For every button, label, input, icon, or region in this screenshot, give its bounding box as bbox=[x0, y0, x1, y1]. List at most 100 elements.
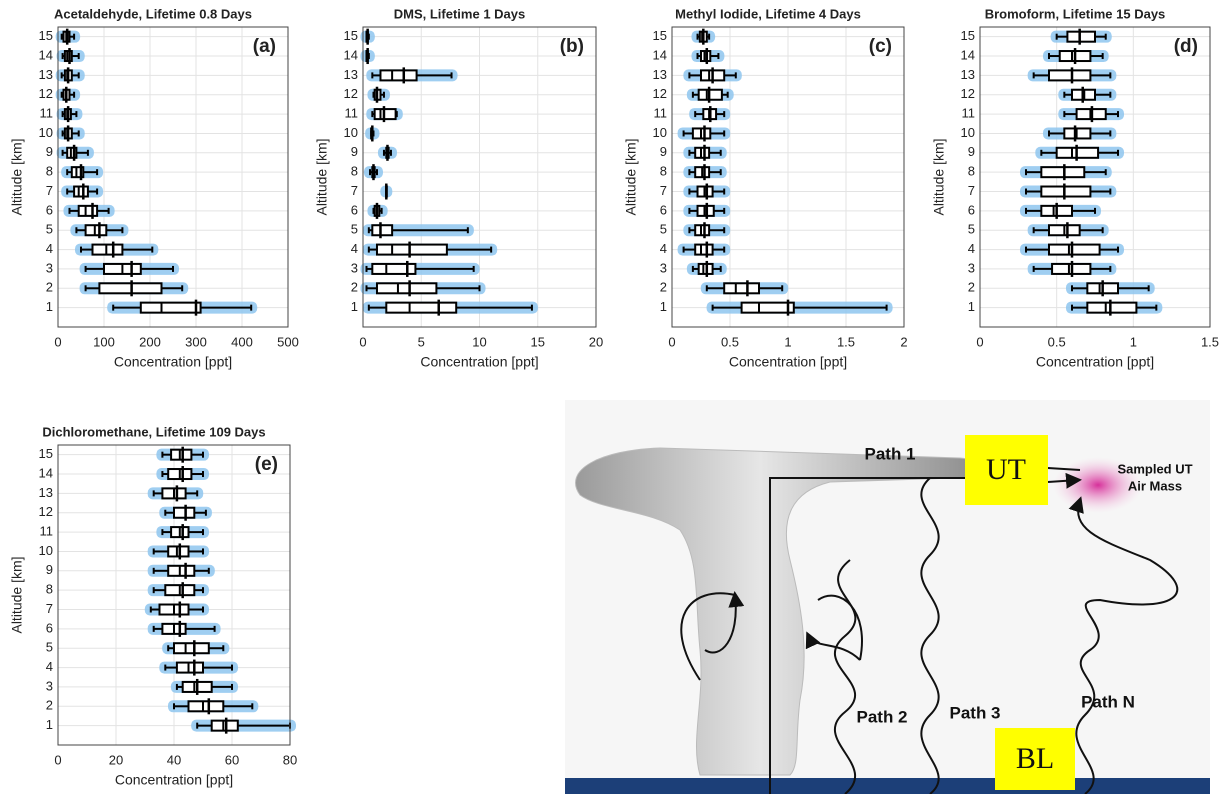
x-tick-label: 80 bbox=[283, 752, 297, 767]
x-tick-label: 5 bbox=[418, 334, 425, 349]
y-tick-label: 6 bbox=[660, 202, 667, 217]
x-tick-label: 300 bbox=[185, 334, 207, 349]
y-tick-label: 2 bbox=[46, 698, 53, 713]
y-tick-label: 9 bbox=[351, 144, 358, 159]
box bbox=[174, 643, 209, 653]
y-tick-label: 1 bbox=[968, 299, 975, 314]
y-tick-label: 10 bbox=[39, 125, 53, 140]
path-3-label: Path 3 bbox=[949, 703, 1000, 722]
y-tick-label: 11 bbox=[962, 106, 976, 121]
x-axis-label: Concentration [ppt] bbox=[115, 772, 233, 788]
y-tick-label: 3 bbox=[351, 260, 358, 275]
box bbox=[386, 303, 456, 313]
x-tick-label: 1.5 bbox=[1201, 334, 1219, 349]
y-tick-label: 6 bbox=[351, 202, 358, 217]
y-tick-label: 14 bbox=[39, 465, 53, 480]
y-tick-label: 13 bbox=[344, 67, 358, 82]
box bbox=[695, 148, 709, 158]
y-tick-label: 15 bbox=[961, 28, 975, 43]
y-tick-label: 10 bbox=[39, 543, 53, 558]
box bbox=[74, 187, 88, 197]
y-tick-label: 7 bbox=[46, 183, 53, 198]
x-tick-label: 0.5 bbox=[1048, 334, 1066, 349]
y-tick-label: 4 bbox=[660, 241, 667, 256]
y-tick-label: 5 bbox=[968, 222, 975, 237]
x-tick-label: 20 bbox=[589, 334, 603, 349]
y-tick-label: 8 bbox=[46, 164, 53, 179]
box bbox=[168, 566, 194, 576]
chart-title: Bromoform, Lifetime 15 Days bbox=[985, 6, 1166, 21]
y-tick-label: 11 bbox=[345, 106, 359, 121]
box bbox=[93, 245, 123, 255]
y-tick-label: 9 bbox=[46, 562, 53, 577]
y-tick-label: 15 bbox=[39, 28, 53, 43]
box bbox=[1041, 167, 1084, 177]
box bbox=[174, 508, 194, 518]
x-tick-label: 0 bbox=[54, 334, 61, 349]
path-2-label: Path 2 bbox=[856, 707, 907, 726]
y-tick-label: 10 bbox=[961, 125, 975, 140]
y-tick-label: 14 bbox=[39, 47, 53, 62]
box bbox=[1049, 245, 1100, 255]
box bbox=[1041, 187, 1090, 197]
box bbox=[380, 70, 416, 80]
box bbox=[377, 245, 447, 255]
x-tick-label: 0 bbox=[976, 334, 983, 349]
box bbox=[171, 450, 191, 460]
y-tick-label: 5 bbox=[46, 222, 53, 237]
y-tick-label: 12 bbox=[344, 86, 358, 101]
box bbox=[1087, 303, 1136, 313]
y-tick-label: 6 bbox=[46, 620, 53, 635]
x-axis-label: Concentration [ppt] bbox=[420, 354, 538, 370]
y-tick-label: 12 bbox=[653, 86, 667, 101]
y-tick-label: 11 bbox=[40, 524, 54, 539]
y-tick-label: 10 bbox=[344, 125, 358, 140]
path-n-label: Path N bbox=[1081, 692, 1135, 711]
x-axis-label: Concentration [ppt] bbox=[114, 354, 232, 370]
chart-panel: 00.511.52123456789101112131415Methyl Iod… bbox=[623, 6, 908, 369]
panel-label: (a) bbox=[253, 36, 276, 57]
y-tick-label: 11 bbox=[40, 106, 54, 121]
y-tick-label: 4 bbox=[968, 241, 975, 256]
y-tick-label: 3 bbox=[46, 678, 53, 693]
y-tick-label: 15 bbox=[39, 446, 53, 461]
y-tick-label: 1 bbox=[46, 717, 53, 732]
y-tick-label: 9 bbox=[46, 144, 53, 159]
figure: UT BL Path 1 Path 2 Path 3 Path N Sample… bbox=[0, 0, 1224, 794]
x-tick-label: 2 bbox=[900, 334, 907, 349]
y-axis-label: Altitude [km] bbox=[314, 138, 330, 215]
box bbox=[86, 225, 107, 235]
y-tick-label: 7 bbox=[660, 183, 667, 198]
x-tick-label: 100 bbox=[93, 334, 115, 349]
x-tick-label: 10 bbox=[472, 334, 486, 349]
y-tick-label: 5 bbox=[660, 222, 667, 237]
box bbox=[695, 225, 709, 235]
chart-title: DMS, Lifetime 1 Days bbox=[394, 6, 526, 21]
x-tick-label: 500 bbox=[277, 334, 299, 349]
box bbox=[372, 225, 392, 235]
y-tick-label: 10 bbox=[653, 125, 667, 140]
y-tick-label: 2 bbox=[351, 280, 358, 295]
x-tick-label: 0 bbox=[359, 334, 366, 349]
y-tick-label: 14 bbox=[961, 47, 975, 62]
x-axis-label: Concentration [ppt] bbox=[729, 354, 847, 370]
chart-panel: 0100200300400500123456789101112131415Ace… bbox=[9, 6, 299, 369]
y-axis-label: Altitude [km] bbox=[931, 138, 947, 215]
box bbox=[377, 283, 436, 293]
chart-title: Acetaldehyde, Lifetime 0.8 Days bbox=[54, 6, 252, 21]
y-tick-label: 5 bbox=[351, 222, 358, 237]
y-axis-label: Altitude [km] bbox=[9, 556, 25, 633]
box bbox=[189, 701, 224, 711]
box bbox=[79, 206, 97, 216]
box bbox=[372, 264, 415, 274]
y-tick-label: 13 bbox=[39, 485, 53, 500]
sampled-label: Sampled UT bbox=[1117, 461, 1192, 476]
x-tick-label: 1 bbox=[1130, 334, 1137, 349]
ut-label: UT bbox=[986, 453, 1026, 486]
box bbox=[695, 245, 712, 255]
chart-title: Methyl Iodide, Lifetime 4 Days bbox=[675, 6, 861, 21]
box bbox=[168, 546, 188, 556]
y-tick-label: 6 bbox=[46, 202, 53, 217]
